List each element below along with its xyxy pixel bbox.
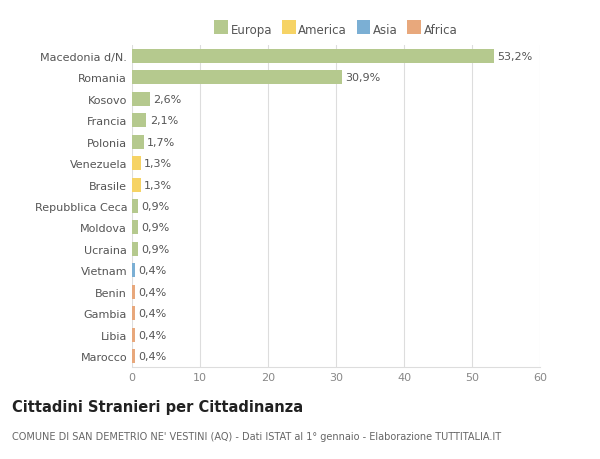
Text: 0,4%: 0,4% bbox=[138, 266, 166, 276]
Bar bbox=[132, 93, 149, 106]
Text: 0,4%: 0,4% bbox=[138, 330, 166, 340]
Bar bbox=[132, 114, 146, 128]
Bar bbox=[132, 307, 135, 320]
Text: Cittadini Stranieri per Cittadinanza: Cittadini Stranieri per Cittadinanza bbox=[12, 399, 303, 414]
Text: 30,9%: 30,9% bbox=[346, 73, 381, 83]
Text: 53,2%: 53,2% bbox=[497, 51, 532, 62]
Text: 2,1%: 2,1% bbox=[149, 116, 178, 126]
Bar bbox=[132, 135, 143, 149]
Bar bbox=[132, 350, 135, 364]
Text: 0,9%: 0,9% bbox=[142, 223, 170, 233]
Bar bbox=[132, 178, 141, 192]
Bar bbox=[132, 264, 135, 278]
Bar bbox=[132, 157, 141, 171]
Text: 2,6%: 2,6% bbox=[153, 95, 181, 105]
Bar bbox=[132, 71, 342, 85]
Bar bbox=[132, 221, 138, 235]
Text: COMUNE DI SAN DEMETRIO NE' VESTINI (AQ) - Dati ISTAT al 1° gennaio - Elaborazion: COMUNE DI SAN DEMETRIO NE' VESTINI (AQ) … bbox=[12, 431, 501, 442]
Bar bbox=[132, 200, 138, 213]
Bar bbox=[132, 50, 494, 64]
Text: 1,3%: 1,3% bbox=[144, 159, 172, 169]
Bar bbox=[132, 285, 135, 299]
Text: 1,7%: 1,7% bbox=[147, 137, 175, 147]
Text: 0,9%: 0,9% bbox=[142, 244, 170, 254]
Legend: Europa, America, Asia, Africa: Europa, America, Asia, Africa bbox=[214, 24, 458, 37]
Bar bbox=[132, 328, 135, 342]
Text: 0,4%: 0,4% bbox=[138, 352, 166, 362]
Text: 0,4%: 0,4% bbox=[138, 287, 166, 297]
Text: 0,4%: 0,4% bbox=[138, 308, 166, 319]
Text: 0,9%: 0,9% bbox=[142, 202, 170, 212]
Bar bbox=[132, 242, 138, 256]
Text: 1,3%: 1,3% bbox=[144, 180, 172, 190]
